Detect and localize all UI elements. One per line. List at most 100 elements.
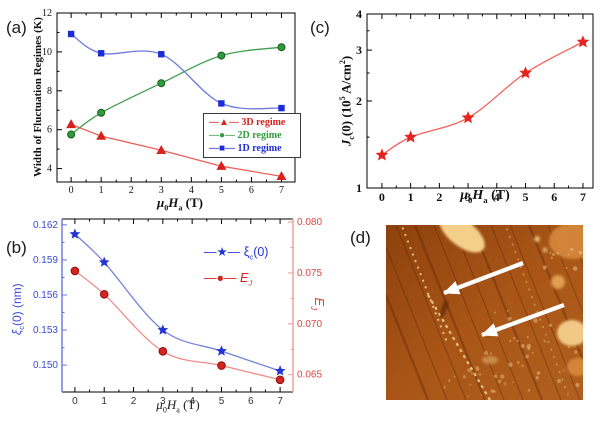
svg-text:4: 4 bbox=[356, 7, 362, 21]
svg-text:0: 0 bbox=[69, 185, 74, 196]
data-series-jc(0) bbox=[375, 35, 590, 161]
svg-text:4: 4 bbox=[47, 164, 52, 175]
svg-text:7: 7 bbox=[277, 396, 283, 407]
star-marker bbox=[576, 35, 590, 48]
svg-text:1: 1 bbox=[99, 185, 104, 196]
triangle-marker bbox=[276, 171, 287, 180]
panel-a-tag: (a) bbox=[6, 18, 27, 37]
panel-a-x-axis-label: μ0Ha (T) bbox=[156, 195, 203, 213]
svg-text:3: 3 bbox=[465, 190, 471, 204]
panel-c-tag: (c) bbox=[310, 18, 330, 37]
svg-text:0.162: 0.162 bbox=[33, 220, 58, 231]
panel-c-y-axis-label: Jc(0) (105 A/cm2) bbox=[338, 55, 356, 147]
svg-text:3: 3 bbox=[356, 43, 362, 57]
square-marker bbox=[158, 51, 165, 58]
afm-texture bbox=[386, 225, 583, 400]
circle-marker bbox=[158, 346, 168, 356]
svg-text:7: 7 bbox=[279, 185, 284, 196]
panel-a-legend: —▲— 3D regime —●— 2D regime —■— 1D regime bbox=[203, 113, 301, 158]
svg-text:0.156: 0.156 bbox=[33, 290, 58, 301]
svg-text:4: 4 bbox=[189, 396, 195, 407]
svg-text:0.150: 0.150 bbox=[33, 360, 58, 371]
svg-text:2: 2 bbox=[436, 190, 442, 204]
svg-text:0.080: 0.080 bbox=[297, 217, 322, 228]
panel-b-tag: (b) bbox=[6, 238, 27, 257]
svg-text:2: 2 bbox=[356, 94, 362, 108]
star-marker-icon: —★— bbox=[204, 245, 241, 259]
svg-text:8: 8 bbox=[47, 86, 52, 97]
svg-text:3: 3 bbox=[160, 396, 166, 407]
star-marker bbox=[375, 148, 389, 161]
star-marker bbox=[157, 324, 169, 335]
arrow-icon bbox=[443, 261, 524, 295]
svg-text:2: 2 bbox=[131, 396, 137, 407]
svg-text:12: 12 bbox=[42, 8, 52, 19]
panel-d-tag: (d) bbox=[350, 228, 371, 247]
legend-entry-3d-regime: —▲— 3D regime bbox=[209, 117, 286, 128]
svg-text:6: 6 bbox=[551, 190, 557, 204]
circle-marker bbox=[277, 43, 286, 52]
svg-text:3: 3 bbox=[159, 185, 164, 196]
circle-marker-icon: —●— bbox=[204, 270, 237, 285]
panel-b-legend: —★— ξc(0) —●— EJ bbox=[204, 242, 268, 293]
triangle-marker bbox=[216, 160, 227, 170]
circle-marker bbox=[67, 130, 76, 139]
svg-text:2: 2 bbox=[129, 185, 134, 196]
square-marker bbox=[278, 104, 285, 112]
svg-text:1: 1 bbox=[356, 181, 362, 195]
data-series-1d-regime bbox=[67, 30, 285, 112]
square-marker bbox=[67, 30, 75, 38]
circle-marker bbox=[217, 51, 226, 60]
square-marker bbox=[218, 100, 225, 107]
panel-b-left-y-axis-label: ξc(0) (nm) bbox=[9, 283, 27, 336]
arrow-icon bbox=[481, 303, 565, 337]
legend-entry-1d-regime: —■— 1D regime bbox=[209, 143, 282, 154]
panel-b-x-axis-label: μ0Ha (T) bbox=[156, 397, 200, 415]
panel-c-x-axis-label: μ0Ha (T) bbox=[460, 188, 510, 205]
triangle-marker bbox=[66, 119, 77, 129]
circle-marker bbox=[275, 375, 285, 385]
axes-frame bbox=[366, 13, 594, 189]
svg-text:5: 5 bbox=[219, 185, 224, 196]
terrace-islands bbox=[439, 225, 583, 376]
panel-b-right-y-axis-label: EJ bbox=[309, 297, 327, 311]
data-series-e-j bbox=[70, 266, 285, 385]
defect-arrows bbox=[443, 261, 565, 337]
circle-marker bbox=[99, 290, 109, 299]
svg-text:5: 5 bbox=[523, 190, 529, 204]
granular-speckles bbox=[443, 247, 583, 398]
circle-marker bbox=[97, 108, 106, 117]
svg-text:6: 6 bbox=[248, 396, 254, 407]
legend-entry-ej: —●— EJ bbox=[204, 270, 253, 288]
circle-marker bbox=[70, 266, 80, 276]
legend-entry-2d-regime: —●— 2D regime bbox=[209, 130, 282, 141]
circle-marker bbox=[157, 79, 166, 88]
svg-text:1: 1 bbox=[101, 396, 107, 407]
square-marker bbox=[97, 50, 105, 57]
star-marker bbox=[519, 66, 532, 79]
svg-text:4: 4 bbox=[494, 190, 500, 204]
svg-text:0.075: 0.075 bbox=[297, 268, 322, 279]
star-marker bbox=[461, 111, 475, 124]
svg-text:7: 7 bbox=[580, 190, 586, 204]
svg-text:0.070: 0.070 bbox=[297, 319, 322, 330]
svg-text:0.159: 0.159 bbox=[33, 255, 58, 266]
data-series-2d-regime bbox=[67, 43, 286, 139]
triangle-marker bbox=[156, 144, 167, 154]
svg-text:0.065: 0.065 bbox=[297, 370, 322, 381]
chart-b-canvas: 0 1 2 3 4 5 6 7 0.150 0.153 0.156 0.159 0.162 0.065 0.… bbox=[33, 217, 322, 407]
data-series-xi-c0 bbox=[69, 228, 286, 376]
axis-ticks: 0 1 2 3 4 5 6 7 1 2 3 4 bbox=[356, 7, 586, 204]
star-marker bbox=[404, 130, 417, 143]
svg-text:1: 1 bbox=[408, 190, 414, 204]
afm-image bbox=[386, 225, 583, 400]
legend-entry-xi: —★— ξc(0) bbox=[204, 245, 269, 262]
star-marker bbox=[216, 345, 227, 356]
data-series-3d-regime bbox=[66, 119, 287, 180]
chart-c-canvas: 0 1 2 3 4 5 6 7 1 2 3 4 bbox=[356, 7, 594, 204]
svg-text:0: 0 bbox=[72, 396, 78, 407]
star-marker bbox=[69, 228, 81, 239]
